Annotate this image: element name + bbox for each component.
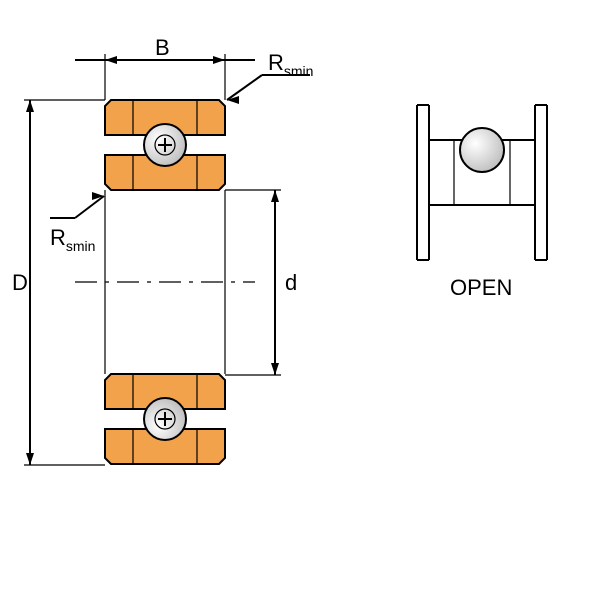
svg-text:D: D (12, 270, 28, 295)
open-label: OPEN (450, 275, 512, 300)
svg-text:Rsmin: Rsmin (268, 50, 313, 79)
svg-text:Rsmin: Rsmin (50, 225, 95, 254)
svg-text:B: B (155, 35, 170, 60)
svg-text:d: d (285, 270, 297, 295)
